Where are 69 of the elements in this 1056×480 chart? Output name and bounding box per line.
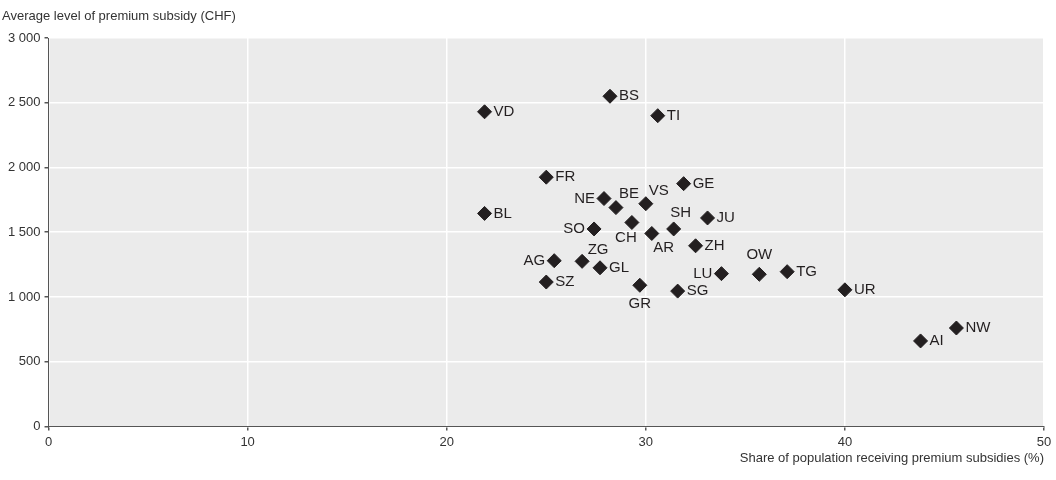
annotation: AI: [929, 331, 944, 349]
annotation: FR: [555, 167, 576, 185]
annotation: JU: [716, 208, 735, 226]
point: [676, 176, 692, 192]
y-tick-label: 1 000: [7, 288, 41, 304]
point: [644, 226, 660, 241]
x-tick-label: 30: [638, 433, 654, 449]
point: [574, 253, 590, 269]
point: [624, 214, 640, 230]
annotation: GE: [692, 173, 715, 191]
y-tick-label: 0: [33, 417, 41, 433]
point: [602, 88, 618, 104]
point: [666, 221, 682, 237]
annotation: BE: [618, 183, 639, 201]
y-tick-label: 3 000: [7, 29, 41, 45]
point: [632, 277, 648, 293]
annotation: AG: [523, 250, 546, 268]
point: [700, 210, 716, 226]
point: [546, 253, 562, 269]
point: [638, 196, 654, 212]
point: [596, 191, 612, 207]
annotation: ZG: [587, 240, 609, 258]
annotation: SH: [670, 203, 692, 221]
point: [538, 274, 554, 290]
point: [477, 205, 493, 221]
y-tick-label: 2 000: [7, 159, 41, 175]
point: [913, 333, 929, 349]
point: [608, 200, 624, 216]
x-tick-label: 20: [439, 433, 454, 449]
y-tick-label: 500: [18, 353, 41, 369]
x-tick-label: 10: [240, 433, 255, 449]
point: [670, 283, 686, 299]
annotation: CH: [615, 227, 637, 245]
x-tick-label: 50: [1036, 433, 1052, 449]
annotation: SG: [686, 281, 709, 299]
point: [586, 221, 602, 237]
annotation: BS: [618, 86, 639, 104]
annotation: SZ: [555, 272, 575, 290]
point: [477, 104, 493, 120]
point: [837, 282, 853, 298]
y-tick-label: 1 500: [7, 223, 41, 239]
annotation: NE: [574, 188, 595, 206]
x-tick-label: 0: [44, 433, 53, 449]
point: [779, 264, 795, 280]
point: [713, 266, 729, 282]
annotation: TI: [666, 105, 681, 123]
annotation: ZH: [704, 235, 725, 253]
annotation: VD: [493, 101, 515, 119]
x-tick-label: 40: [837, 433, 853, 449]
annotation: NW: [965, 318, 992, 336]
x-axis-title: Share of population receiving premium subsidies (%): [739, 450, 1044, 466]
y-axis-title: Average level of premium subsidy (CHF): [2, 8, 236, 23]
point: [650, 108, 666, 124]
point: [688, 238, 704, 254]
annotation: OW: [746, 245, 774, 263]
annotation: TG: [796, 261, 818, 279]
point: [538, 169, 554, 185]
annotation: BL: [493, 203, 512, 221]
annotation: UR: [853, 279, 876, 297]
annotation: AR: [653, 237, 675, 255]
annotation: GL: [609, 257, 630, 275]
annotation: LU: [693, 263, 713, 281]
y-tick-label: 2 500: [7, 94, 41, 110]
point: [592, 260, 608, 276]
annotation: VS: [648, 180, 669, 198]
annotation: SO: [563, 219, 586, 237]
annotation: GR: [628, 294, 652, 312]
point: [948, 320, 964, 336]
point: [751, 266, 767, 282]
